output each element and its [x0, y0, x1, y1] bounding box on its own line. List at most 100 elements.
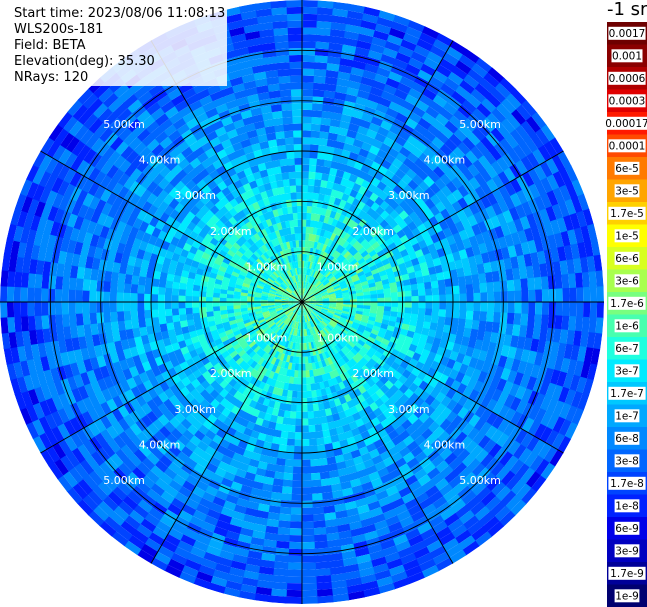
heatmap-cell — [270, 239, 278, 247]
heatmap-cell — [307, 192, 314, 200]
heatmap-cell — [301, 541, 315, 550]
heatmap-cell — [310, 341, 315, 349]
heatmap-cell — [302, 233, 306, 241]
heatmap-cell — [383, 371, 393, 381]
heatmap-cell — [281, 304, 289, 308]
heatmap-cell — [311, 327, 316, 335]
heatmap-cell — [275, 278, 282, 285]
heatmap-cell — [378, 327, 387, 335]
heatmap-cell — [298, 226, 303, 234]
heatmap-cell — [331, 268, 338, 275]
heatmap-cell — [34, 300, 42, 316]
heatmap-cell — [242, 232, 251, 241]
heatmap-cell — [116, 301, 124, 312]
heatmap-cell — [297, 288, 301, 296]
heatmap-cell — [314, 62, 329, 70]
heatmap-cell — [358, 227, 367, 236]
heatmap-cell — [289, 185, 297, 193]
heatmap-cell — [297, 308, 300, 316]
heatmap-cell — [307, 404, 314, 412]
heatmap-cell — [289, 178, 297, 186]
heatmap-cell — [324, 326, 332, 333]
heatmap-cell — [226, 301, 234, 306]
heatmap-cell — [324, 350, 330, 359]
heatmap-cell — [315, 280, 321, 287]
heatmap-cell — [278, 287, 285, 292]
heatmap-cell — [310, 130, 321, 139]
heatmap-cell — [295, 315, 299, 322]
heatmap-cell — [328, 340, 335, 349]
heatmap-cell — [326, 254, 333, 262]
heatmap-cell — [304, 240, 309, 248]
heatmap-cell — [254, 306, 262, 310]
heatmap-cell — [316, 368, 322, 376]
heatmap-cell — [254, 216, 262, 225]
heatmap-cell — [307, 240, 312, 248]
heatmap-cell — [272, 372, 279, 381]
heatmap-cell — [261, 334, 268, 341]
heatmap-cell — [333, 398, 342, 407]
heatmap-cell — [365, 339, 374, 348]
heatmap-cell — [287, 348, 292, 356]
heatmap-cell — [377, 331, 386, 339]
heatmap-cell — [302, 185, 309, 193]
heatmap-cell — [367, 336, 376, 344]
heatmap-cell — [296, 315, 300, 323]
heatmap-cell — [344, 263, 353, 270]
heatmap-cell — [338, 318, 346, 324]
heatmap-cell — [307, 199, 314, 207]
heatmap-cell — [299, 281, 302, 289]
heatmap-cell — [284, 220, 291, 229]
heatmap-cell — [230, 339, 239, 347]
heatmap-cell — [230, 233, 240, 243]
heatmap-cell — [290, 493, 302, 501]
heatmap-cell — [137, 284, 146, 294]
heatmap-cell — [296, 308, 300, 315]
heatmap-cell — [302, 20, 318, 28]
heatmap-cell — [264, 361, 271, 370]
heatmap-cell — [314, 249, 320, 257]
heatmap-cell — [301, 521, 314, 529]
heatmap-cell — [253, 250, 261, 259]
heatmap-cell — [293, 445, 302, 453]
heatmap-cell — [292, 291, 298, 297]
heatmap-cell — [283, 123, 294, 132]
heatmap-cell — [350, 299, 357, 303]
heatmap-cell — [348, 268, 356, 275]
heatmap-cell — [311, 270, 317, 277]
heatmap-cell — [280, 314, 287, 321]
heatmap-cell — [224, 220, 234, 230]
heatmap-cell — [298, 267, 301, 275]
heatmap-cell — [319, 229, 326, 237]
heatmap-cell — [123, 301, 131, 312]
heatmap-cell — [309, 320, 314, 328]
heatmap-cell — [299, 288, 301, 296]
heatmap-cell — [356, 304, 364, 309]
heatmap-cell — [276, 277, 283, 284]
heatmap-cell — [341, 289, 349, 294]
heatmap-cell — [164, 308, 173, 317]
heatmap-cell — [350, 221, 359, 230]
heatmap-cell — [250, 265, 258, 273]
heatmap-cell — [268, 309, 276, 313]
heatmap-cell — [332, 242, 340, 251]
heatmap-cell — [312, 227, 318, 235]
heatmap-cell — [304, 254, 308, 262]
heatmap-cell — [356, 298, 364, 303]
heatmap-cell — [424, 288, 433, 296]
heatmap-cell — [279, 499, 292, 508]
heatmap-cell — [288, 303, 296, 305]
heatmap-cell — [290, 89, 303, 97]
heatmap-cell — [292, 321, 296, 329]
heatmap-cell — [315, 297, 323, 300]
heatmap-cell — [308, 303, 316, 307]
heatmap-cell — [381, 362, 391, 372]
heatmap-cell — [271, 231, 278, 240]
heatmap-cell — [336, 297, 344, 301]
heatmap-cell — [309, 349, 314, 357]
heatmap-cell — [342, 371, 351, 380]
heatmap-cell — [286, 326, 291, 334]
heatmap-cell — [320, 309, 328, 314]
heatmap-cell — [318, 314, 325, 320]
heatmap-cell — [409, 319, 418, 327]
